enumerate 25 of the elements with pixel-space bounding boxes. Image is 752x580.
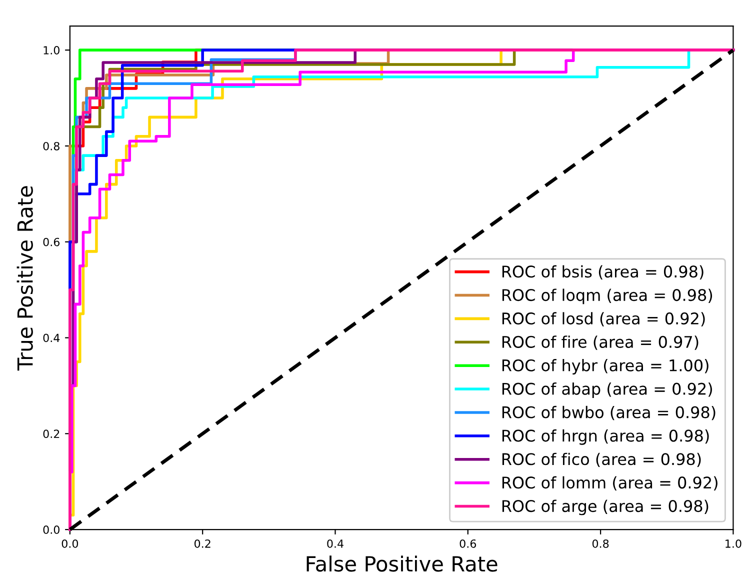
legend-label: ROC of loqm (area = 0.98)	[502, 288, 712, 304]
legend-label: ROC of bwbo (area = 0.98)	[502, 406, 716, 420]
y-tick-label: 0.4	[43, 334, 60, 342]
legend-label: ROC of losd (area = 0.92)	[502, 312, 705, 326]
x-tick-label: 0.2	[194, 539, 210, 548]
x-tick-label: 0.0	[62, 539, 78, 548]
x-tick-label: 0.8	[592, 539, 609, 548]
x-axis-title: False Positive Rate	[306, 556, 498, 572]
legend-label: ROC of fico (area = 0.98)	[502, 452, 701, 468]
legend-label: ROC of fire (area = 0.97)	[502, 336, 698, 350]
y-tick-label: 1.0	[44, 46, 60, 54]
legend-label: ROC of arge (area = 0.98)	[502, 500, 708, 516]
y-tick-label: 0.0	[43, 526, 60, 534]
legend-label: ROC of lomm (area = 0.92)	[502, 476, 718, 491]
legend-label: ROC of hrgn (area = 0.98)	[502, 429, 709, 445]
y-tick-label: 0.2	[43, 430, 60, 438]
y-tick-label: 0.6	[43, 238, 60, 246]
y-tick-label: 0.8	[43, 142, 60, 150]
y-axis-title: True Positive Rate	[16, 186, 33, 371]
x-tick-label: 1.0	[726, 539, 742, 548]
legend-label: ROC of abap (area = 0.92)	[502, 382, 712, 398]
x-tick-label: 0.4	[327, 539, 344, 548]
x-tick-label: 0.6	[460, 539, 476, 548]
legend-label: ROC of bsis (area = 0.98)	[502, 265, 704, 280]
legend-label: ROC of hybr (area = 1.00)	[502, 359, 708, 374]
